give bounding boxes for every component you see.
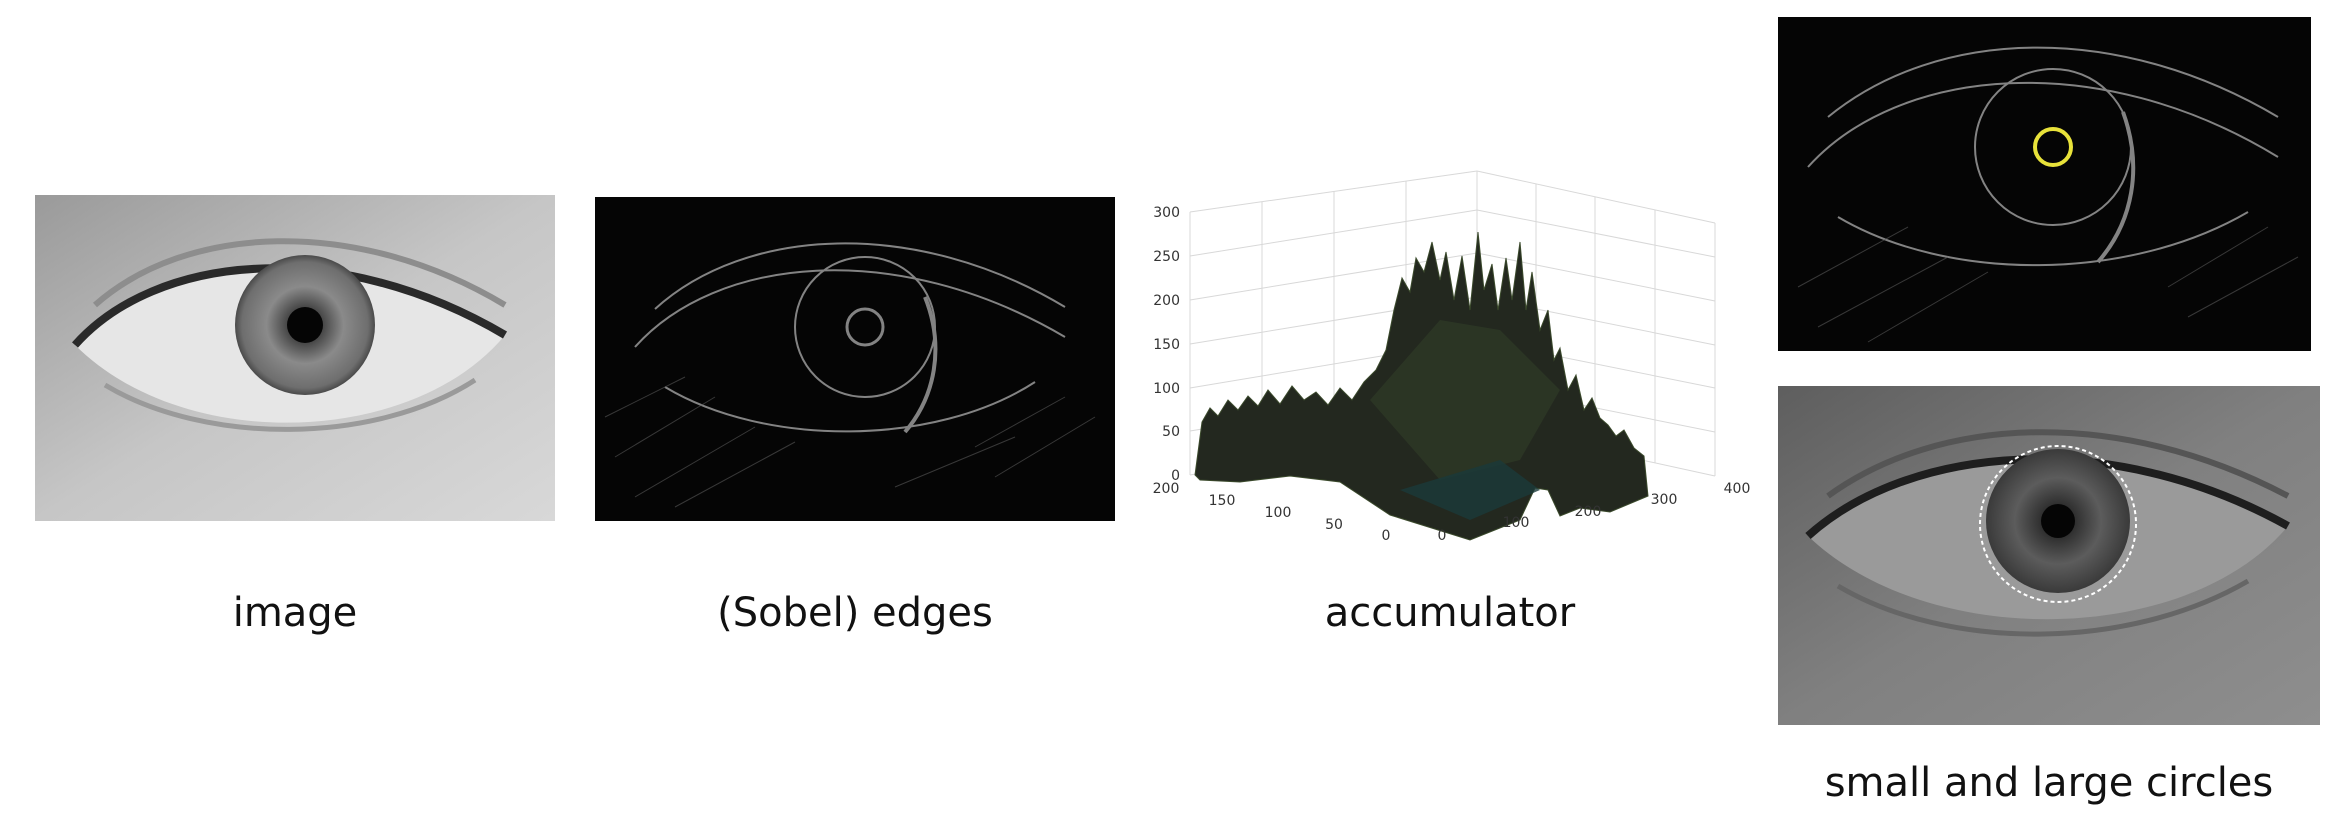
accumulator-plot: 0 50 100 150 200 250 300 200 150 100 50 … [1140, 160, 1780, 555]
x-tick-100: 100 [1503, 515, 1530, 531]
caption-accumulator: accumulator [1324, 590, 1576, 636]
large-circle-image [1778, 386, 2320, 725]
z-tick-0: 0 [1171, 468, 1180, 484]
large-circle-overlay [1979, 445, 2137, 603]
y-tick-150: 150 [1209, 493, 1236, 509]
sobel-edges-panel [595, 197, 1115, 521]
eye-image-panel [35, 195, 555, 521]
x-tick-200: 200 [1575, 504, 1602, 520]
z-tick-50: 50 [1162, 424, 1180, 440]
z-tick-150: 150 [1153, 337, 1180, 353]
z-tick-250: 250 [1153, 249, 1180, 265]
z-tick-200: 200 [1153, 293, 1180, 309]
sobel-edges-image [595, 197, 1115, 521]
y-tick-100: 100 [1265, 505, 1292, 521]
x-tick-0: 0 [1438, 528, 1447, 544]
x-tick-300: 300 [1651, 492, 1678, 508]
small-circle-overlay [2033, 127, 2073, 167]
x-tick-400: 400 [1724, 481, 1751, 497]
large-circle-panel [1778, 386, 2320, 725]
eye-image [35, 195, 555, 521]
small-circle-image [1778, 17, 2311, 351]
caption-image: image [232, 590, 358, 636]
z-tick-300: 300 [1153, 205, 1180, 221]
caption-circles: small and large circles [1824, 760, 2274, 806]
z-tick-100: 100 [1153, 381, 1180, 397]
accumulator-surface: 0 50 100 150 200 250 300 200 150 100 50 … [1153, 170, 1751, 544]
y-tick-0: 0 [1382, 528, 1391, 544]
caption-edges: (Sobel) edges [717, 590, 993, 636]
y-tick-200: 200 [1153, 481, 1180, 497]
small-circle-panel [1778, 17, 2311, 351]
y-tick-50: 50 [1325, 517, 1343, 533]
